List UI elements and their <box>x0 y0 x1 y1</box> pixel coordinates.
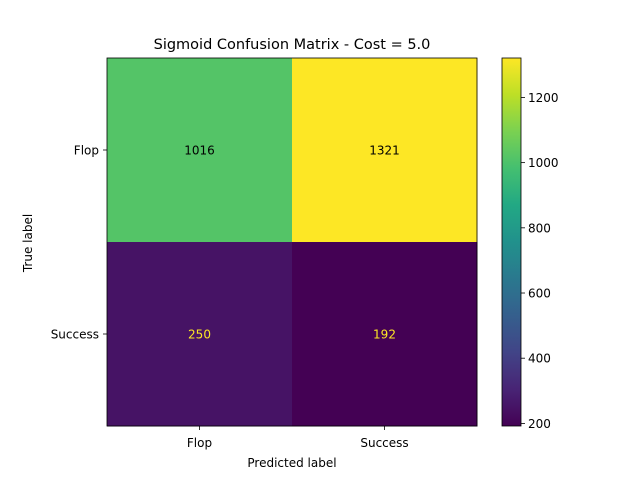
x-axis: Flop Success <box>187 426 409 450</box>
colorbar-tick-label: 200 <box>528 417 551 431</box>
colorbar-tick-label: 800 <box>528 221 551 235</box>
chart-title: Sigmoid Confusion Matrix - Cost = 5.0 <box>154 37 431 53</box>
colorbar <box>501 57 522 427</box>
heatmap-cells <box>107 58 478 427</box>
x-tick-label: Flop <box>187 436 212 450</box>
colorbar-tick-label: 1000 <box>528 156 559 170</box>
y-axis: Flop Success <box>51 144 107 342</box>
y-tick-label: Flop <box>74 144 99 158</box>
colorbar-tick-label: 1200 <box>528 91 559 105</box>
x-axis-label: Predicted label <box>247 456 336 470</box>
colorbar-tick-label: 400 <box>528 352 551 366</box>
plot-frame <box>106 57 478 427</box>
cell-value-label: 1321 <box>369 144 400 158</box>
x-tick-label: Success <box>360 436 408 450</box>
y-axis-label: True label <box>21 214 35 273</box>
colorbar-tick-label: 600 <box>528 287 551 301</box>
colorbar-ticks: 200 400 600 800 1000 1200 <box>521 91 559 431</box>
cell-value-labels: 1016 1321 250 192 <box>184 144 400 342</box>
heatmap-cell <box>107 58 293 243</box>
cell-value-label: 1016 <box>184 144 215 158</box>
heatmap-cell <box>292 58 478 243</box>
heatmap-cell <box>292 242 478 427</box>
cell-value-label: 250 <box>188 328 211 342</box>
y-tick-label: Success <box>51 328 99 342</box>
heatmap-cell <box>107 242 293 427</box>
cell-value-label: 192 <box>373 328 396 342</box>
